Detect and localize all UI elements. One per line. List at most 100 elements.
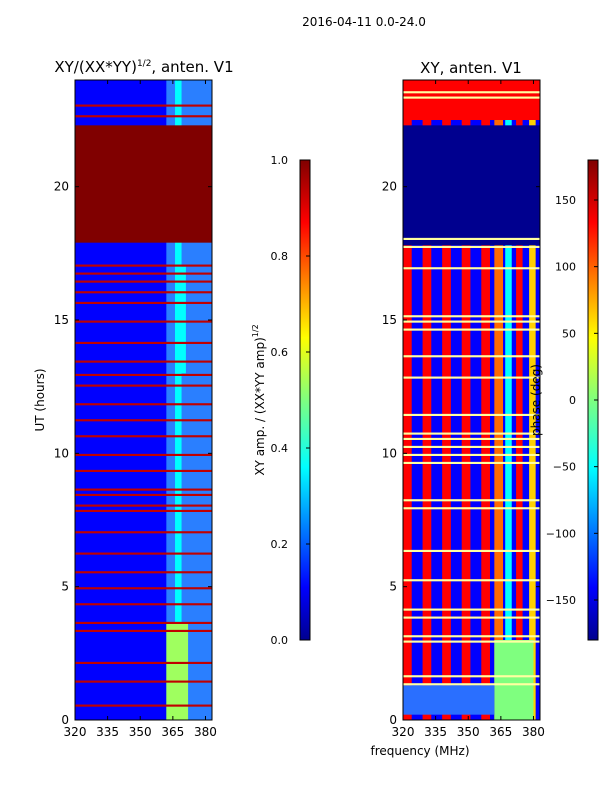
- amplitude-rfi-line: [75, 488, 212, 491]
- phase-rfi-line: [403, 549, 540, 552]
- amplitude-colorbar: 0.0 0.2 0.4 0.6 0.8 1.0 XY amp. / (XX*YY amp)…: [251, 154, 311, 647]
- amplitude-rfi-line: [75, 115, 212, 118]
- amplitude-rfi-line: [75, 264, 212, 267]
- colorbar-tick-label: 0.0: [271, 634, 289, 647]
- amplitude-rfi-line: [75, 587, 212, 590]
- amplitude-rfi-line: [75, 680, 212, 683]
- amplitude-rfi-line: [75, 301, 212, 304]
- phase-colorbar-ticks: −150 −100 −50 0 50 100 150: [546, 194, 598, 607]
- phase-colorbar: −150 −100 −50 0 50 100 150: [546, 159, 599, 641]
- phase-rfi-line: [403, 640, 540, 643]
- phase-rfi-line: [403, 328, 540, 331]
- phase-heatmap-axes: 320 335 350 365 380 0 5 10 15 20: [382, 80, 545, 739]
- amplitude-rfi-line: [75, 621, 212, 624]
- phase-stripe: [505, 80, 512, 720]
- amplitude-heatmap-ylabel: UT (hours): [33, 368, 47, 431]
- phase-rfi-line: [403, 376, 540, 379]
- amplitude-rfi-line: [75, 509, 212, 512]
- phase-rfi-line: [403, 579, 540, 582]
- amplitude-rfi-line: [75, 469, 212, 472]
- amplitude-rfi-line: [75, 504, 212, 507]
- phase-stripe: [403, 80, 412, 720]
- y-tick-label: 10: [54, 446, 69, 460]
- amplitude-rfi-line: [75, 552, 212, 555]
- y-tick-label: 20: [382, 180, 397, 194]
- amplitude-rfi-line: [75, 453, 212, 456]
- phase-rfi-line: [403, 507, 540, 510]
- phase-heatmap-image: [403, 80, 540, 720]
- x-tick-label: 335: [96, 725, 119, 739]
- x-tick-label: 365: [489, 725, 512, 739]
- phase-rfi-line: [403, 461, 540, 464]
- colorbar-tick-label: 0.4: [271, 442, 289, 455]
- amplitude-rfi-line: [75, 531, 212, 534]
- phase-rfi-line: [403, 237, 540, 240]
- x-tick-label: 365: [161, 725, 184, 739]
- y-tick-label: 0: [61, 713, 69, 727]
- figure-suptitle: 2016-04-11 0.0-24.0: [302, 15, 426, 29]
- amplitude-rfi-line: [75, 360, 212, 363]
- amplitude-rfi-line: [75, 403, 212, 406]
- amplitude-heatmap-frame: [74, 79, 213, 721]
- amplitude-colorbar-label: XY amp. / (XX*YY amp)1/2: [251, 324, 267, 475]
- phase-uniform-block: [403, 125, 540, 246]
- x-tick-label: 350: [457, 725, 480, 739]
- amplitude-saturated-block: [75, 125, 212, 243]
- phase-heatmap-frame: [402, 79, 541, 721]
- phase-stripe: [442, 80, 451, 720]
- colorbar-tick-label: 1.0: [271, 154, 289, 167]
- colorbar-tick-label: −50: [553, 461, 576, 474]
- phase-rfi-line: [403, 320, 540, 323]
- phase-stripe: [481, 80, 490, 720]
- colorbar-tick-label: 150: [555, 194, 576, 207]
- amplitude-rfi-line: [75, 272, 212, 275]
- amplitude-rfi-line: [75, 104, 212, 107]
- phase-low-ut-region: [494, 640, 534, 720]
- colorbar-tick-label: 0: [569, 394, 576, 407]
- phase-rfi-line: [403, 608, 540, 611]
- y-tick-label: 10: [382, 446, 397, 460]
- amplitude-colorbar-ticks: 0.0 0.2 0.4 0.6 0.8 1.0: [271, 154, 310, 647]
- colorbar-tick-label: 50: [562, 327, 576, 340]
- amplitude-rfi-line: [75, 435, 212, 438]
- x-tick-label: 380: [194, 725, 217, 739]
- amplitude-rfi-line: [75, 280, 212, 283]
- amplitude-rfi-line: [75, 291, 212, 294]
- amplitude-rfi-line: [75, 571, 212, 574]
- x-tick-label: 380: [522, 725, 545, 739]
- y-tick-label: 20: [54, 180, 69, 194]
- y-tick-label: 0: [389, 713, 397, 727]
- phase-rfi-line: [403, 315, 540, 318]
- phase-rfi-line: [403, 437, 540, 440]
- phase-rfi-line: [403, 453, 540, 456]
- phase-rfi-line: [403, 683, 540, 686]
- phase-stripe: [516, 80, 523, 720]
- amplitude-rfi-line: [75, 603, 212, 606]
- y-tick-label: 5: [389, 580, 397, 594]
- phase-rfi-line: [403, 96, 540, 99]
- y-tick-label: 15: [54, 313, 69, 327]
- amplitude-rfi-line: [75, 661, 212, 664]
- x-tick-label: 320: [392, 725, 415, 739]
- colorbar-tick-label: 0.6: [271, 346, 289, 359]
- amplitude-heatmap-axes: 320 335 350 365 380 0 5 10 15 20: [54, 80, 217, 739]
- x-tick-label: 335: [424, 725, 447, 739]
- amplitude-rfi-line: [75, 704, 212, 707]
- amplitude-rfi-line: [75, 493, 212, 496]
- amplitude-rfi-line: [75, 341, 212, 344]
- phase-stripe: [461, 80, 471, 720]
- x-tick-label: 350: [129, 725, 152, 739]
- amplitude-heatmap-panel: XY/(XX*YY)1/2, anten. V1 320 335 350 365 380…: [33, 58, 234, 739]
- phase-rfi-line: [403, 355, 540, 358]
- phase-colorbar-label: phase (deg): [529, 364, 543, 436]
- amplitude-bright-column: [175, 80, 182, 720]
- phase-rfi-line: [403, 91, 540, 94]
- frequency-xlabel: frequency (MHz): [370, 744, 469, 758]
- phase-stripe: [422, 80, 432, 720]
- x-tick-label: 320: [64, 725, 87, 739]
- phase-rfi-line: [403, 635, 540, 638]
- phase-rfi-line: [403, 432, 540, 435]
- y-tick-label: 15: [382, 313, 397, 327]
- phase-rfi-line: [403, 413, 540, 416]
